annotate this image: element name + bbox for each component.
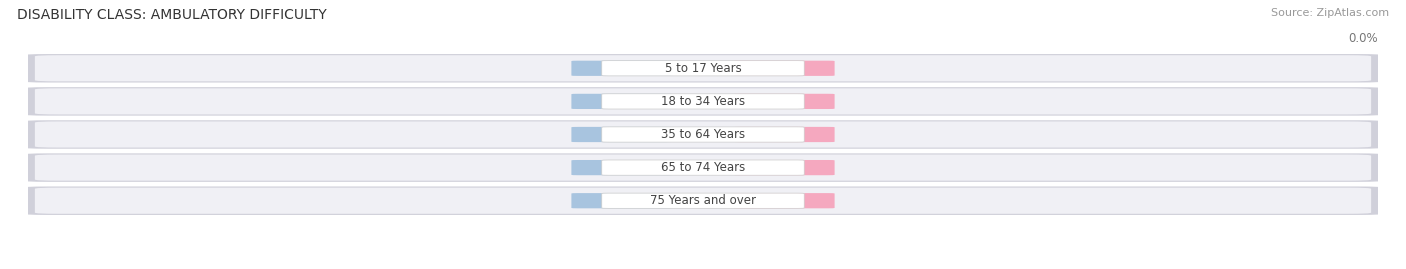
Text: 18 to 34 Years: 18 to 34 Years <box>661 95 745 108</box>
Text: 0.0%: 0.0% <box>607 96 637 107</box>
FancyBboxPatch shape <box>21 153 1385 182</box>
Text: 5 to 17 Years: 5 to 17 Years <box>665 62 741 75</box>
FancyBboxPatch shape <box>734 160 835 175</box>
FancyBboxPatch shape <box>571 160 672 175</box>
FancyBboxPatch shape <box>21 186 1385 215</box>
FancyBboxPatch shape <box>35 55 1371 81</box>
Text: 0.0%: 0.0% <box>769 129 799 140</box>
FancyBboxPatch shape <box>734 61 835 76</box>
Text: 0.0%: 0.0% <box>769 162 799 173</box>
Text: 0.0%: 0.0% <box>607 162 637 173</box>
Text: 65 to 74 Years: 65 to 74 Years <box>661 161 745 174</box>
FancyBboxPatch shape <box>602 127 804 142</box>
FancyBboxPatch shape <box>602 61 804 76</box>
Text: DISABILITY CLASS: AMBULATORY DIFFICULTY: DISABILITY CLASS: AMBULATORY DIFFICULTY <box>17 8 326 22</box>
Text: 0.0%: 0.0% <box>607 196 637 206</box>
FancyBboxPatch shape <box>602 160 804 175</box>
Text: 0.0%: 0.0% <box>1348 32 1378 45</box>
Text: 35 to 64 Years: 35 to 64 Years <box>661 128 745 141</box>
FancyBboxPatch shape <box>734 193 835 208</box>
FancyBboxPatch shape <box>571 94 672 109</box>
FancyBboxPatch shape <box>35 121 1371 148</box>
Text: 0.0%: 0.0% <box>769 63 799 73</box>
FancyBboxPatch shape <box>571 193 672 208</box>
FancyBboxPatch shape <box>35 88 1371 115</box>
FancyBboxPatch shape <box>571 127 672 142</box>
Text: 0.0%: 0.0% <box>769 196 799 206</box>
FancyBboxPatch shape <box>734 94 835 109</box>
FancyBboxPatch shape <box>21 87 1385 116</box>
FancyBboxPatch shape <box>35 188 1371 214</box>
Text: Source: ZipAtlas.com: Source: ZipAtlas.com <box>1271 8 1389 18</box>
FancyBboxPatch shape <box>602 193 804 208</box>
Text: 0.0%: 0.0% <box>769 96 799 107</box>
Text: 75 Years and over: 75 Years and over <box>650 194 756 207</box>
FancyBboxPatch shape <box>602 94 804 109</box>
FancyBboxPatch shape <box>734 127 835 142</box>
FancyBboxPatch shape <box>21 120 1385 149</box>
Text: 0.0%: 0.0% <box>607 63 637 73</box>
FancyBboxPatch shape <box>571 61 672 76</box>
FancyBboxPatch shape <box>35 154 1371 181</box>
FancyBboxPatch shape <box>21 54 1385 83</box>
Text: 0.0%: 0.0% <box>607 129 637 140</box>
